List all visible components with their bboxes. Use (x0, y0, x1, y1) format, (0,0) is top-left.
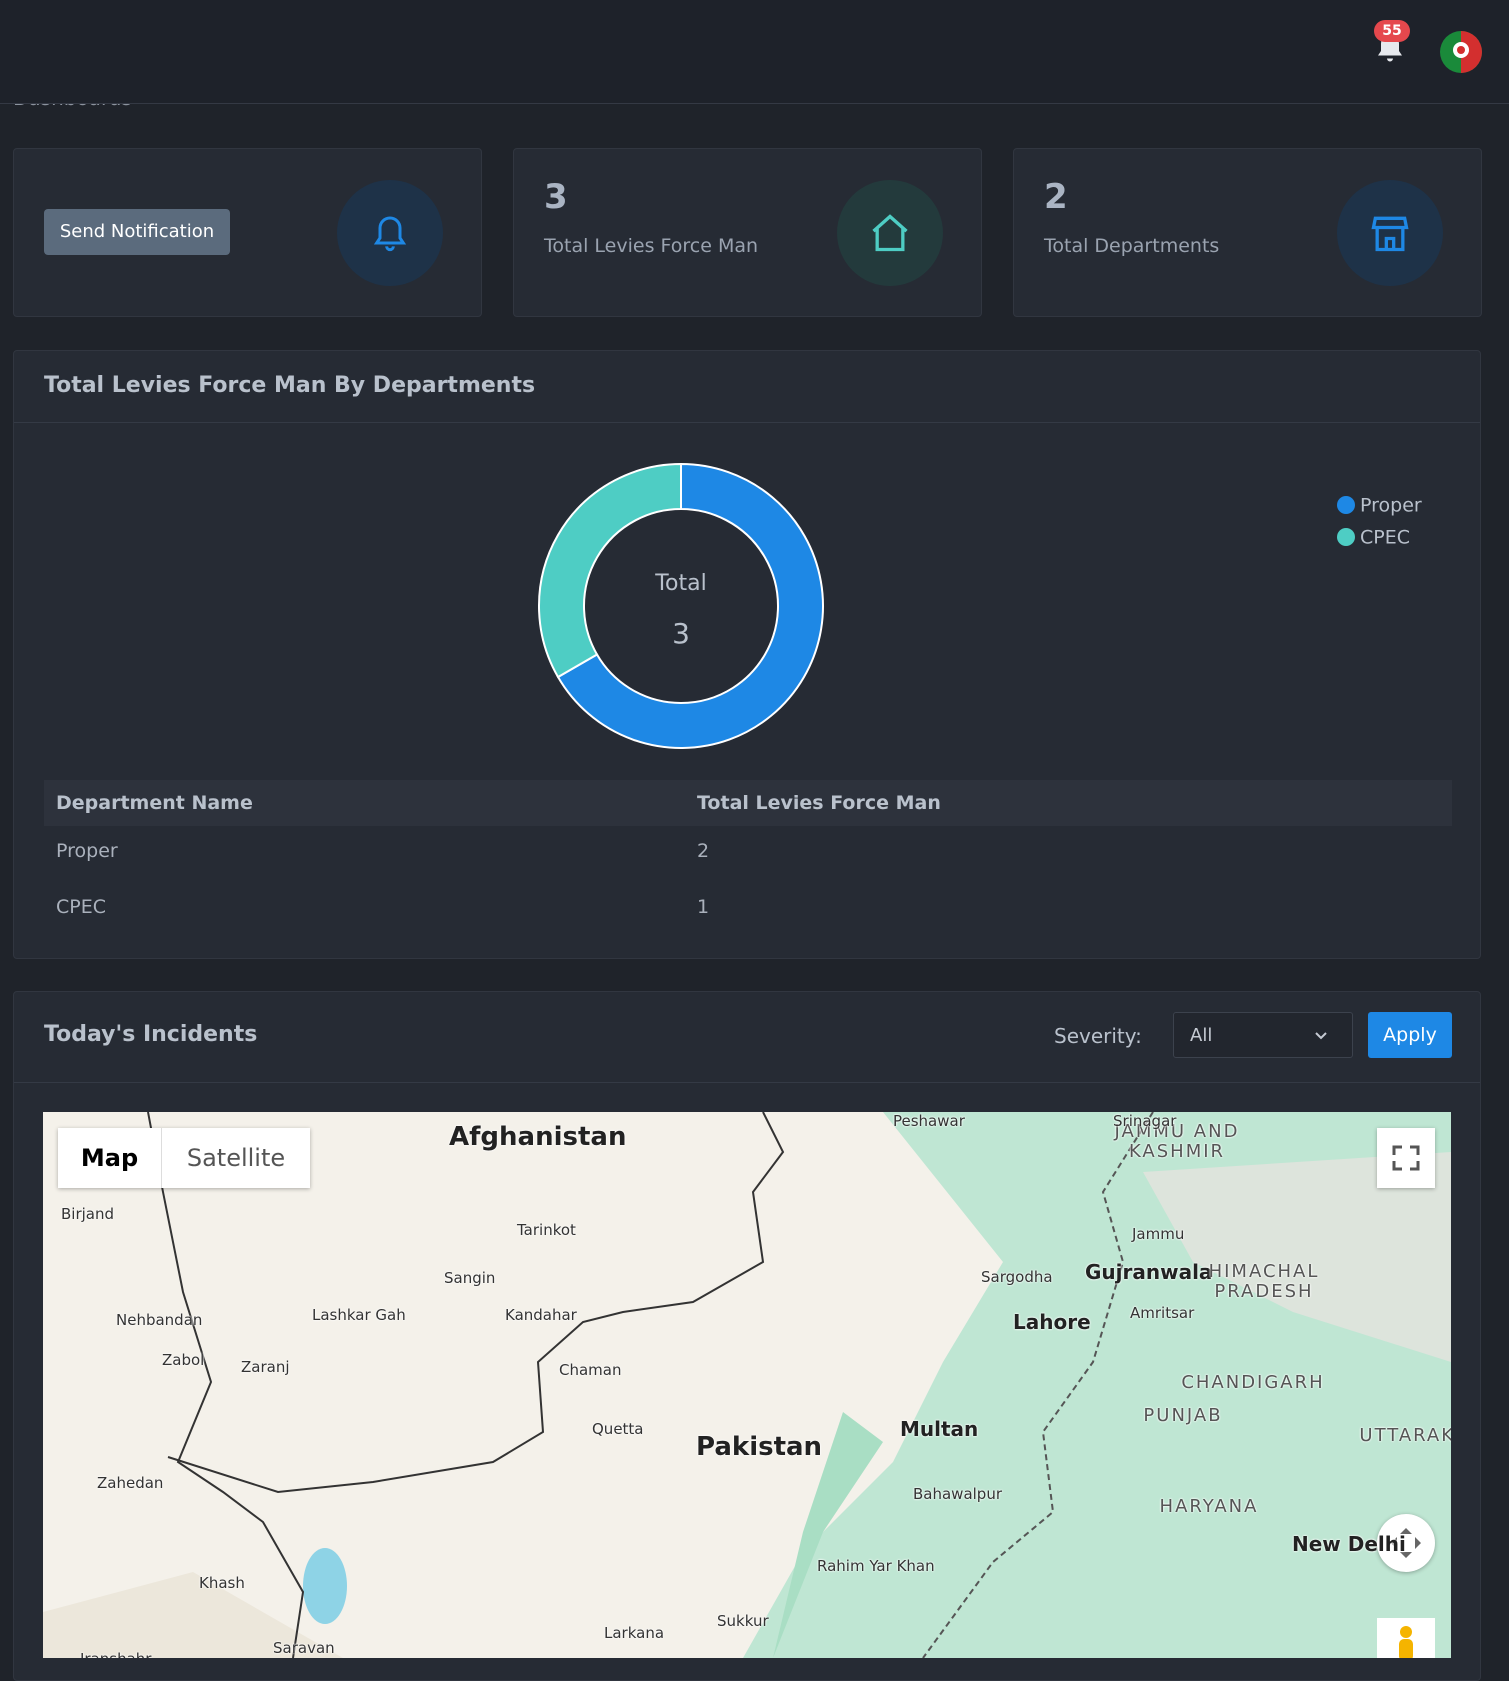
map-label: New Delhi (1292, 1532, 1406, 1556)
map-label: Sangin (444, 1269, 496, 1287)
map-label: Gujranwala (1085, 1260, 1213, 1284)
map-label: Amritsar (1130, 1304, 1195, 1322)
severity-select[interactable]: All (1173, 1012, 1353, 1058)
map-label: Peshawar (893, 1112, 965, 1130)
table-header-cell: Department Name (56, 792, 253, 814)
divider (14, 1082, 1480, 1083)
center-value: 3 (672, 617, 690, 650)
pan-control[interactable] (1377, 1514, 1435, 1572)
map-label: Nehbandan (116, 1311, 203, 1329)
map-label: Saravan (273, 1639, 335, 1657)
map-label: Lahore (1013, 1310, 1091, 1334)
severity-label: Severity: (1054, 1024, 1142, 1048)
map-label: HARYANA (1159, 1496, 1259, 1517)
bell-icon (373, 216, 407, 252)
donut-slice (538, 462, 682, 679)
avatar[interactable] (1439, 30, 1483, 74)
legend-marker (1337, 496, 1355, 514)
panel-title: Total Levies Force Man By Departments (44, 373, 536, 398)
map-type-control: Map Satellite (58, 1128, 310, 1188)
chart-panel: Total Levies Force Man By Departments To… (13, 350, 1481, 959)
map-label: UTTARAKH (1359, 1425, 1451, 1446)
map-label: Zaranj (241, 1358, 290, 1376)
map-label: Sukkur (717, 1612, 769, 1630)
map-label: Tarinkot (517, 1221, 576, 1239)
map-label: Zahedan (97, 1474, 164, 1492)
map-label: PUNJAB (1143, 1405, 1223, 1426)
table-cell: Proper (56, 840, 118, 862)
icon-circle (837, 180, 943, 286)
map-label: HIMACHAL PRADESH (1208, 1261, 1320, 1302)
table-cell: CPEC (56, 896, 106, 918)
legend-label: Proper (1360, 495, 1422, 517)
map-label: Sargodha (981, 1268, 1053, 1286)
table-header-cell: Total Levies Force Man (697, 792, 941, 814)
icon-circle (337, 180, 443, 286)
apply-button[interactable]: Apply (1368, 1012, 1452, 1058)
map-label: Jammu (1132, 1225, 1185, 1243)
map-label: Srinagar (1113, 1112, 1177, 1130)
legend-label: CPEC (1360, 527, 1410, 549)
map-label: Chaman (559, 1361, 622, 1379)
store-icon (1371, 216, 1409, 252)
fullscreen-button[interactable] (1377, 1128, 1435, 1188)
card-value: 2 (1044, 177, 1068, 217)
send-notification-button[interactable]: Send Notification (44, 209, 230, 255)
map-label: Iranshahr (80, 1650, 151, 1658)
fullscreen-icon (1392, 1145, 1420, 1171)
table-cell: 2 (697, 840, 710, 862)
home-icon (872, 214, 908, 252)
card: Send Notification (13, 148, 482, 317)
card-label: Total Levies Force Man (544, 235, 759, 257)
map-label: Multan (900, 1417, 979, 1441)
map-label: Kandahar (505, 1306, 577, 1324)
icon-circle (1337, 180, 1443, 286)
map-label: Zabol (162, 1351, 205, 1369)
table-header (44, 780, 1452, 826)
donut-slice (556, 462, 824, 749)
map-label: CHANDIGARH (1181, 1372, 1325, 1393)
table-cell: 1 (697, 896, 710, 918)
panel-title: Today's Incidents (44, 1022, 258, 1047)
map-label: Bahawalpur (913, 1485, 1003, 1503)
map-label: Pakistan (696, 1432, 823, 1462)
select-value: All (1190, 1025, 1213, 1046)
divider (14, 422, 1480, 423)
donut-chart: Total 3 Proper CPEC (538, 462, 1422, 749)
card: 2 Total Departments (1013, 148, 1482, 317)
header: 55 (0, 0, 1509, 104)
chevron (1315, 1032, 1327, 1040)
map-label: Khash (199, 1574, 245, 1592)
street-view-button[interactable] (1377, 1618, 1435, 1658)
map-label: Larkana (604, 1624, 665, 1642)
card-label: Total Departments (1044, 235, 1220, 257)
map-base (43, 1112, 1451, 1658)
map-tab[interactable]: Map (80, 1144, 139, 1172)
legend-marker (1337, 528, 1355, 546)
map-tab[interactable]: Satellite (161, 1128, 310, 1188)
center-label: Total (654, 571, 706, 596)
map-label: Rahim Yar Khan (817, 1557, 935, 1575)
card-value: 3 (544, 177, 568, 217)
map-label: JAMMU AND KASHMIR (1114, 1121, 1240, 1162)
pegman (1399, 1626, 1413, 1658)
notification-badge: 55 (1374, 20, 1410, 42)
map-label: Quetta (592, 1420, 644, 1438)
map[interactable]: Map Satellite Afghanistan Pakistan Birjand… (43, 1112, 1451, 1658)
pan-icon (1391, 1528, 1421, 1558)
map-label: Birjand (61, 1205, 115, 1223)
map-label: Lashkar Gah (312, 1306, 406, 1324)
card: 3 Total Levies Force Man (513, 148, 982, 317)
map-label: Afghanistan (449, 1122, 627, 1152)
